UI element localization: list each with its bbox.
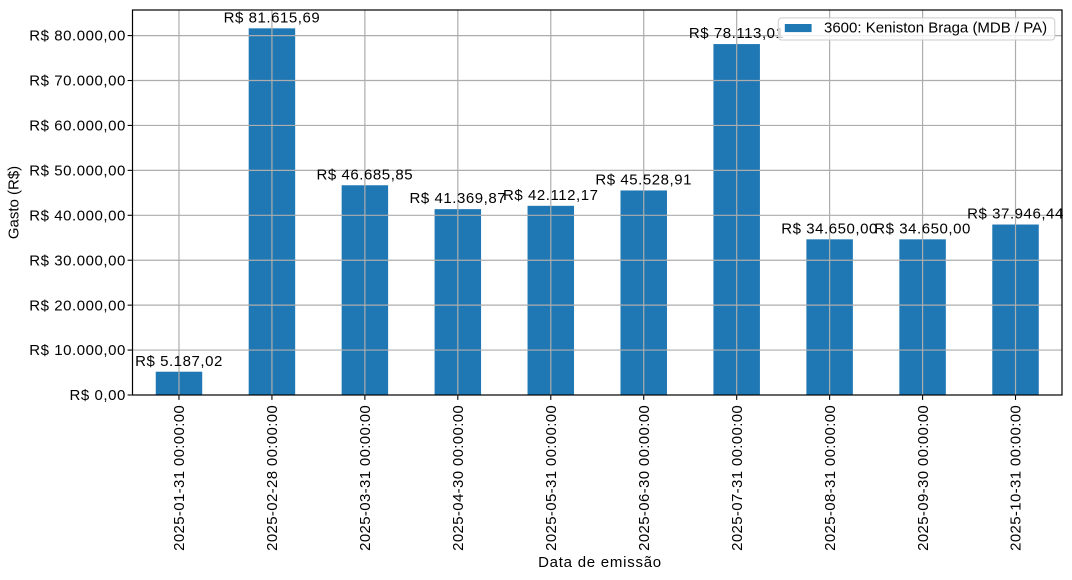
svg-text:R$ 45.528,91: R$ 45.528,91 <box>595 172 692 189</box>
svg-text:R$ 10.000,00: R$ 10.000,00 <box>29 342 126 359</box>
svg-text:R$ 5.187,02: R$ 5.187,02 <box>135 353 223 370</box>
svg-text:2025-05-31 00:00:00: 2025-05-31 00:00:00 <box>543 405 560 551</box>
svg-text:R$ 46.685,85: R$ 46.685,85 <box>317 166 414 183</box>
svg-text:2025-07-31 00:00:00: 2025-07-31 00:00:00 <box>729 405 746 551</box>
svg-text:2025-03-31 00:00:00: 2025-03-31 00:00:00 <box>357 405 374 551</box>
svg-text:R$ 41.369,87: R$ 41.369,87 <box>409 190 506 207</box>
svg-text:R$ 80.000,00: R$ 80.000,00 <box>29 28 126 45</box>
svg-text:3600: Keniston Braga (MDB / PA: 3600: Keniston Braga (MDB / PA) <box>824 20 1047 37</box>
svg-text:2025-08-31 00:00:00: 2025-08-31 00:00:00 <box>822 405 839 551</box>
svg-text:R$ 78.113,01: R$ 78.113,01 <box>689 25 785 42</box>
svg-text:R$ 70.000,00: R$ 70.000,00 <box>29 73 126 90</box>
svg-text:Gasto (R$): Gasto (R$) <box>5 166 22 239</box>
svg-text:R$ 34.650,00: R$ 34.650,00 <box>781 220 878 237</box>
svg-text:2025-06-30 00:00:00: 2025-06-30 00:00:00 <box>636 405 653 551</box>
svg-text:2025-01-31 00:00:00: 2025-01-31 00:00:00 <box>171 405 188 551</box>
svg-text:Data de emissão: Data de emissão <box>538 554 662 571</box>
svg-text:R$ 30.000,00: R$ 30.000,00 <box>29 252 126 269</box>
svg-text:2025-04-30 00:00:00: 2025-04-30 00:00:00 <box>450 405 467 551</box>
svg-text:2025-02-28 00:00:00: 2025-02-28 00:00:00 <box>264 405 281 551</box>
svg-text:2025-09-30 00:00:00: 2025-09-30 00:00:00 <box>915 405 932 551</box>
svg-text:R$ 60.000,00: R$ 60.000,00 <box>29 118 126 135</box>
svg-text:R$ 37.946,44: R$ 37.946,44 <box>967 206 1064 223</box>
svg-text:R$ 50.000,00: R$ 50.000,00 <box>29 162 126 179</box>
svg-text:R$ 81.615,69: R$ 81.615,69 <box>224 9 321 26</box>
svg-text:2025-10-31 00:00:00: 2025-10-31 00:00:00 <box>1008 405 1025 551</box>
svg-text:R$ 40.000,00: R$ 40.000,00 <box>29 207 126 224</box>
svg-text:R$ 0,00: R$ 0,00 <box>70 387 126 404</box>
svg-text:R$ 20.000,00: R$ 20.000,00 <box>29 297 126 314</box>
svg-text:R$ 42.112,17: R$ 42.112,17 <box>503 187 599 204</box>
svg-text:R$ 34.650,00: R$ 34.650,00 <box>874 220 971 237</box>
